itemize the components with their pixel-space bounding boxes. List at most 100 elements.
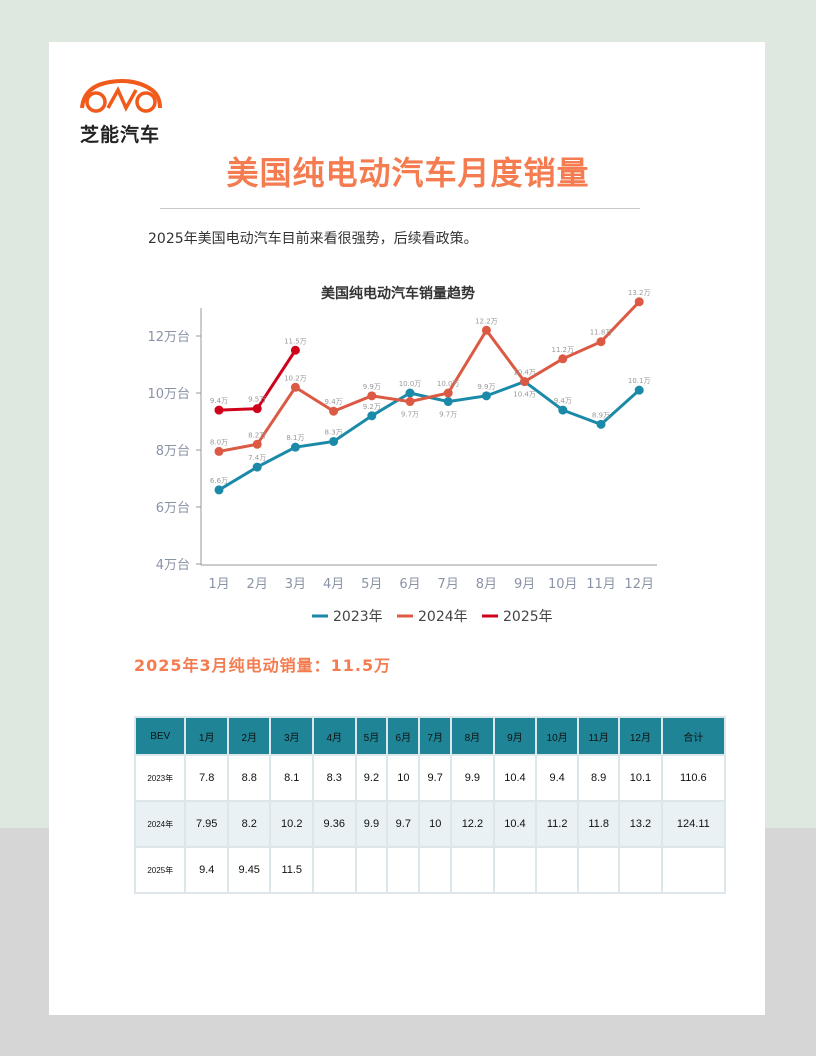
table-cell: 10.1 [618,754,663,802]
y-tick-label: 6万台 [156,501,190,516]
table-cell [354,846,389,894]
table-cell: 11.8 [577,800,621,848]
table-row: 2023年 7.8 8.8 8.1 8.3 9.2 10 9.7 9.9 10.4 9.4 8.9 10… [133,754,727,802]
table-cell: 7.95 [184,800,229,848]
table-cell: 8.3 [312,754,357,802]
chart-title: 美国纯电动汽车销量趋势 [321,285,475,302]
table-cell: 110.6 [660,754,727,802]
data-label: 9.7万 [439,411,457,419]
y-tick-label: 12万台 [147,330,190,345]
table-cell: 13.2 [618,800,663,848]
data-point [329,436,339,446]
data-label: 8.9万 [592,411,610,419]
data-label: 9.4万 [554,397,572,405]
data-label: 9.7万 [401,411,419,419]
x-tick-label: 2月 [247,577,268,592]
table-header-cell: 11月 [577,716,621,756]
table-cell: 10.4 [492,754,538,802]
data-point [481,391,491,401]
table-cell: 8.9 [577,754,621,802]
table-header-cell: 6月 [386,716,421,756]
data-label: 11.8万 [590,329,613,337]
data-point [443,388,453,398]
x-tick-label: 7月 [438,577,459,592]
data-point [634,297,644,307]
x-tick-label: 4月 [323,577,344,592]
data-point [634,385,644,395]
data-label: 9.2万 [363,403,381,411]
table-cell: 8.8 [226,754,272,802]
table-header-cell: 4月 [312,716,357,756]
data-point [596,419,606,429]
data-label: 12.2万 [475,317,498,325]
data-label: 10.4万 [513,369,536,377]
data-point [252,404,262,414]
legend-label[interactable]: 2025年 [503,609,553,625]
data-point [596,337,606,347]
table-cell [450,846,495,894]
y-tick-label: 4万台 [156,558,190,573]
table-row: 2024年 7.95 8.2 10.2 9.36 9.9 9.7 10 12.2 10.4 11.2… [133,800,727,848]
line-chart: 美国纯电动汽车销量趋势 4万台 6万台 8万台 10万台 12万台 1月 2月 3月 4月 5月 6… [147,285,657,625]
x-tick-label: 5月 [361,577,382,592]
data-label: 9.5万 [248,396,266,404]
table-cell [618,846,663,894]
x-tick-label: 12月 [624,577,654,592]
data-label: 10.0万 [399,380,422,388]
data-label: 6.6万 [210,477,228,485]
data-label: 10.0万 [437,380,460,388]
data-point [481,325,491,335]
data-point [367,411,377,421]
data-point [214,446,224,456]
brand-name: 芝能汽车 [80,124,161,146]
y-tick-label: 8万台 [156,444,190,459]
data-label: 8.0万 [210,438,228,446]
table-cell: 9.7 [418,754,453,802]
table-row: 2025年 9.4 9.45 11.5 [133,846,727,894]
summary-heading: 2025年3月纯电动销量：11.5万 [134,656,392,675]
x-tick-label: 8月 [476,577,497,592]
table-header-cell: 1月 [184,716,229,756]
x-tick-label: 1月 [208,577,229,592]
data-label: 8.1万 [286,434,304,442]
table-header-cell: 2月 [226,716,272,756]
x-tick-label: 3月 [285,577,306,592]
data-label: 11.5万 [284,337,307,345]
data-label: 10.2万 [284,374,307,382]
table-cell: 9.4 [184,846,229,894]
data-label: 10.4万 [513,391,536,399]
table-header-cell: 5月 [354,716,389,756]
data-point [290,345,300,355]
table-cell [386,846,421,894]
data-label: 8.2万 [248,431,266,439]
table-header-cell: BEV [133,716,187,756]
table-cell: 8.1 [269,754,314,802]
table-cell [492,846,538,894]
legend-label[interactable]: 2023年 [333,609,383,625]
table-cell [312,846,357,894]
data-label: 9.9万 [477,383,495,391]
x-tick-label: 9月 [514,577,535,592]
table-cell: 7.8 [184,754,229,802]
table-cell [577,846,621,894]
table-header-cell: 10月 [535,716,580,756]
table-header-cell: 12月 [618,716,663,756]
data-point [520,377,530,387]
table-cell: 8.2 [226,800,272,848]
data-point [214,405,224,415]
x-tick-label: 6月 [399,577,420,592]
data-point [367,391,377,401]
data-label: 9.4万 [210,397,228,405]
row-label: 2024年 [133,800,187,848]
data-label: 8.3万 [325,428,343,436]
table-cell: 11.2 [535,800,580,848]
table-cell: 10 [386,754,421,802]
legend-label[interactable]: 2024年 [418,609,468,625]
data-point [443,397,453,407]
table-header-cell: 9月 [492,716,538,756]
data-label: 9.4万 [325,398,343,406]
table-cell: 9.2 [354,754,389,802]
table-header-cell: 7月 [418,716,453,756]
data-point [558,405,568,415]
table-cell: 10 [418,800,453,848]
